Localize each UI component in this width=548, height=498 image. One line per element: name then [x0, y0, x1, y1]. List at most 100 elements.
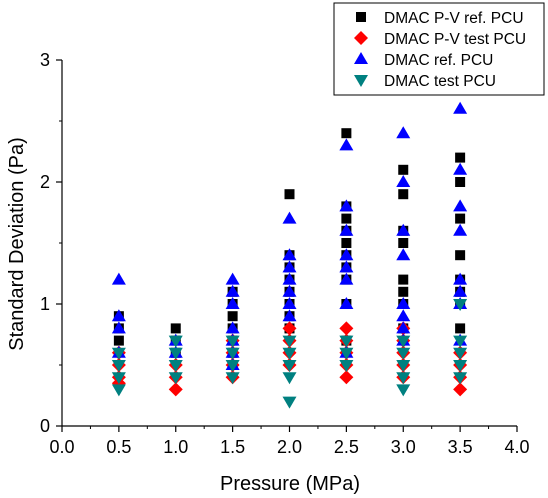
data-point [282, 396, 297, 409]
data-point [339, 272, 354, 285]
data-point [227, 311, 238, 322]
data-point [111, 372, 126, 385]
data-point [396, 360, 411, 372]
series-3 [111, 101, 468, 370]
data-point [282, 297, 297, 309]
data-point [453, 284, 468, 297]
data-point [396, 223, 411, 236]
legend-marker [354, 52, 368, 64]
legend-box [333, 2, 545, 96]
data-point [282, 309, 297, 322]
data-point [282, 347, 297, 360]
data-point [396, 248, 411, 261]
data-point [282, 260, 297, 273]
data-point [282, 248, 297, 261]
x-tick-label: 0.0 [49, 437, 74, 457]
data-point [396, 309, 411, 322]
data-point [453, 299, 468, 311]
data-point [396, 175, 411, 187]
legend-marker [354, 75, 368, 87]
x-tick-label: 2.0 [277, 437, 302, 457]
x-axis-label: Pressure (MPa) [220, 473, 360, 495]
data-point [282, 321, 297, 336]
data-point [398, 189, 409, 200]
data-point [453, 162, 468, 175]
data-point [339, 297, 354, 309]
legend-label: DMAC ref. PCU [384, 52, 493, 69]
data-point [341, 213, 352, 224]
y-tick-label: 3 [40, 50, 50, 70]
plot-area [111, 101, 468, 409]
data-point [453, 199, 468, 212]
data-point [339, 260, 354, 273]
data-point [453, 223, 468, 236]
data-point [168, 372, 183, 385]
data-point [339, 248, 354, 261]
x-tick-label: 4.0 [504, 437, 529, 457]
data-point [111, 272, 126, 285]
legend-label: DMAC P-V test PCU [384, 31, 526, 48]
data-point [168, 382, 183, 397]
data-point [225, 321, 240, 334]
legend-label: DMAC P-V ref. PCU [384, 10, 524, 27]
data-point [396, 321, 411, 334]
data-point [453, 360, 468, 372]
data-point [339, 223, 354, 236]
data-point [453, 272, 468, 285]
data-point [111, 360, 126, 372]
data-point [225, 297, 240, 309]
series-4 [111, 299, 468, 409]
x-tick-label: 3.5 [448, 437, 473, 457]
data-point [453, 382, 468, 397]
data-point [225, 347, 240, 360]
data-point [282, 284, 297, 297]
data-point [168, 347, 183, 360]
data-point [339, 347, 354, 360]
data-point [341, 238, 352, 248]
data-point [398, 286, 409, 297]
x-tick-label: 3.0 [391, 437, 416, 457]
x-tick-label: 1.0 [163, 437, 188, 457]
data-point [225, 335, 240, 348]
legend-entry: DMAC ref. PCU [354, 52, 493, 69]
data-point [282, 272, 297, 285]
data-point [453, 347, 468, 360]
axes: 0.0 0.5 1.0 1.5 2.0 2.5 3.0 3.5 4.0 0 1 2 3 [40, 50, 530, 457]
data-point [225, 372, 240, 385]
legend-entry: DMAC test PCU [354, 73, 496, 90]
x-tick-label: 2.5 [334, 437, 359, 457]
data-point [396, 297, 411, 309]
data-point [339, 335, 354, 348]
x-tick-label: 0.5 [106, 437, 131, 457]
data-point [111, 309, 126, 322]
data-point [396, 347, 411, 360]
data-point [339, 370, 354, 385]
data-point [170, 323, 181, 334]
data-point [339, 199, 354, 212]
legend-entry: DMAC P-V ref. PCU [356, 10, 524, 27]
y-tick-label: 2 [40, 172, 50, 192]
data-point [225, 284, 240, 297]
legend-marker [356, 12, 366, 22]
data-point [168, 335, 183, 348]
data-point [339, 360, 354, 372]
y-tick-label: 0 [40, 416, 50, 436]
data-point [282, 372, 297, 385]
data-point [282, 360, 297, 372]
data-point [396, 335, 411, 348]
data-point [168, 360, 183, 372]
x-tick-label: 1.5 [220, 437, 245, 457]
data-point [455, 323, 466, 334]
data-point [453, 335, 468, 348]
y-tick-label: 1 [40, 294, 50, 314]
data-point [453, 101, 468, 114]
data-point [339, 321, 354, 336]
data-point [455, 152, 466, 163]
data-point [282, 335, 297, 348]
data-point [111, 347, 126, 360]
data-point [113, 335, 124, 346]
data-point [339, 138, 354, 151]
legend-entry: DMAC P-V test PCU [354, 31, 526, 48]
data-point [111, 321, 126, 334]
